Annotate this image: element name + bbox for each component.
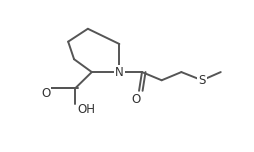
Text: OH: OH: [77, 103, 95, 116]
Text: S: S: [198, 74, 206, 87]
Text: N: N: [115, 66, 124, 79]
Text: O: O: [41, 87, 50, 100]
Text: O: O: [132, 93, 141, 106]
